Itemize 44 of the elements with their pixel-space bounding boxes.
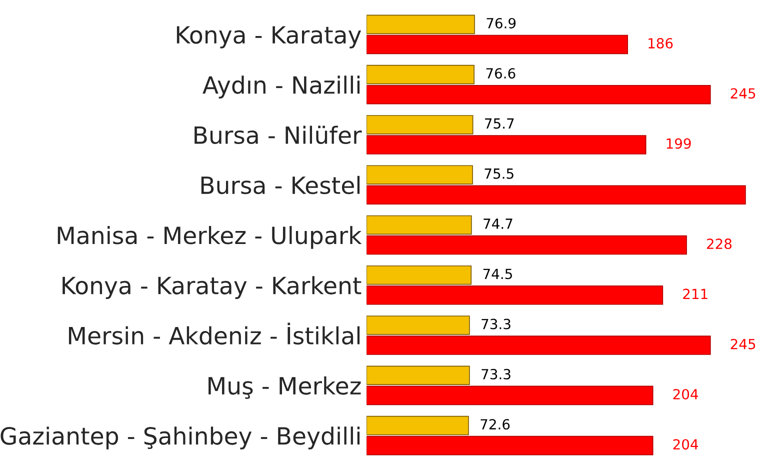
data-label: 199 xyxy=(666,138,691,149)
bar xyxy=(366,336,711,355)
y-tick-label: Aydın - Nazilli xyxy=(202,76,360,98)
data-label: 211 xyxy=(683,288,708,299)
bar xyxy=(366,316,470,335)
data-label: 76.9 xyxy=(486,18,516,28)
y-tick-label: Manisa - Merkez - Ulupark xyxy=(58,226,362,249)
data-label: 74.5 xyxy=(483,268,512,280)
data-label: 228 xyxy=(706,238,732,250)
y-tick-label: Konya - Karatay - Karkent xyxy=(62,276,362,300)
data-label: 73.3 xyxy=(482,368,510,380)
bar xyxy=(366,84,711,104)
bar xyxy=(366,386,654,406)
data-label: 74.7 xyxy=(484,218,512,229)
y-tick-label: Muş - Merkez xyxy=(208,376,361,399)
bar xyxy=(366,286,664,305)
data-label: 204 xyxy=(673,439,698,450)
data-label: 186 xyxy=(648,38,673,49)
bar xyxy=(366,265,472,285)
data-label: 75.7 xyxy=(485,118,514,129)
bar xyxy=(366,165,473,184)
bar xyxy=(366,185,746,205)
bar xyxy=(366,64,475,84)
data-label: 72.6 xyxy=(480,419,510,430)
y-tick-label: Bursa - Kestel xyxy=(201,176,360,194)
bar xyxy=(366,34,628,54)
bar xyxy=(366,416,469,436)
data-label: 245 xyxy=(730,88,756,99)
y-tick-label: Mersin - Akdeniz - İstiklal xyxy=(68,322,360,345)
data-label: 75.5 xyxy=(484,168,514,179)
bar xyxy=(366,436,654,456)
bar xyxy=(366,135,646,154)
data-label: 204 xyxy=(673,388,698,400)
bar xyxy=(366,215,472,235)
data-label: 245 xyxy=(730,338,756,350)
data-label: 73.3 xyxy=(482,318,510,330)
bar xyxy=(366,14,475,34)
y-tick-label: Konya - Karatay xyxy=(176,26,362,48)
data-label: 76.6 xyxy=(486,68,516,79)
y-tick-label: Bursa - Nilüfer xyxy=(194,126,362,144)
y-tick-label: Gaziantep - Şahinbey - Beydilli xyxy=(0,426,360,450)
bar xyxy=(366,235,687,255)
bar xyxy=(366,366,470,386)
bar xyxy=(366,115,474,134)
